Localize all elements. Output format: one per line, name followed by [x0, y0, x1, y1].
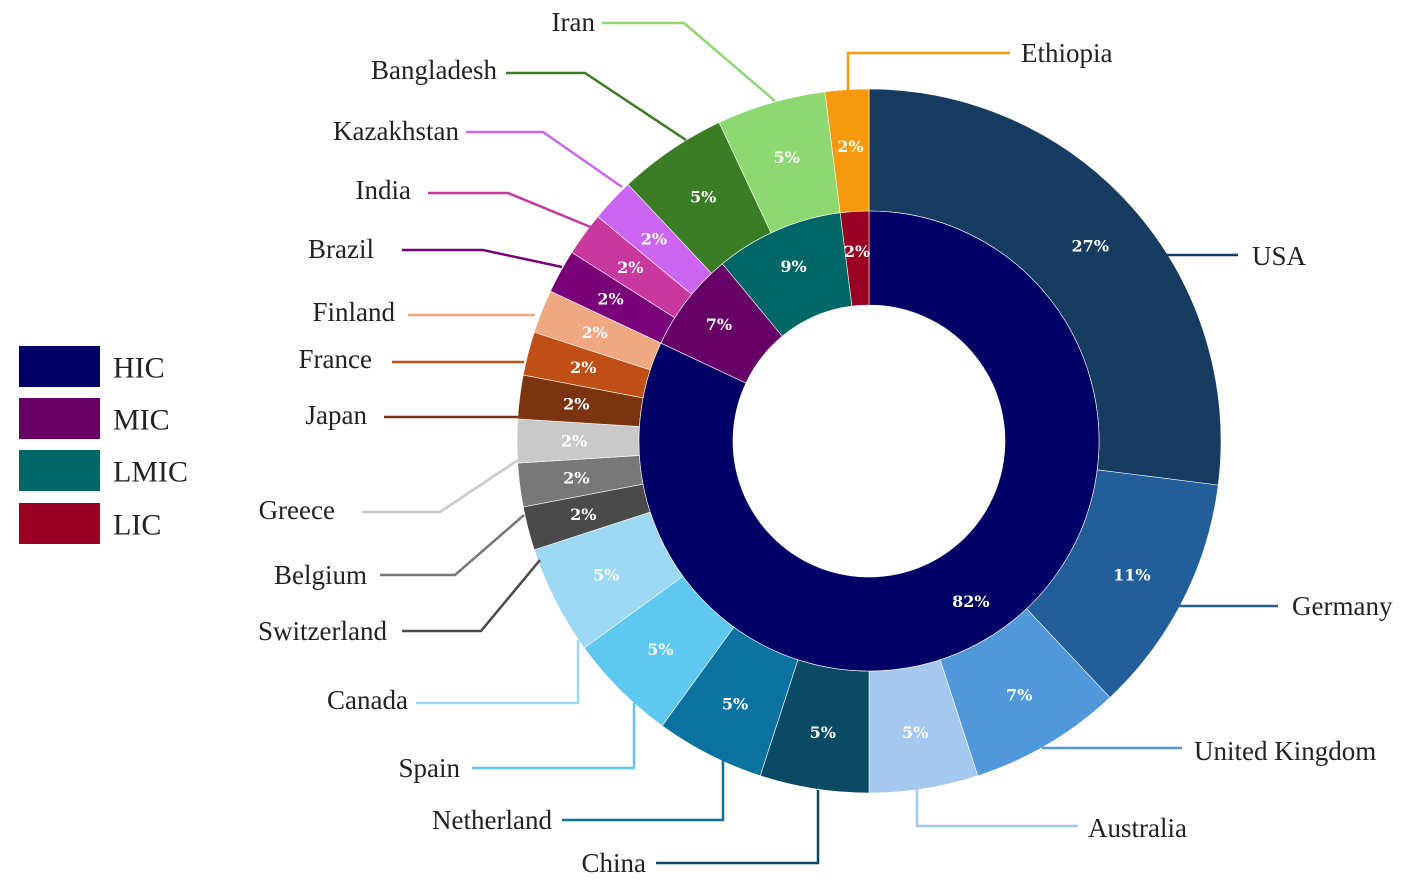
netherland-leader-line [562, 758, 725, 822]
outer-ring: 27% 11% 7% 5% 5% 5% 5% 5% 2% 2% 2% 2% 2% 2% 2% 2% 2% 5% 5%… [516, 88, 1222, 794]
inner-ring: 82% 7% 9% 2% [638, 210, 1100, 672]
legend-swatch-lic [19, 503, 100, 544]
ethiopia-leader-line [846, 51, 1010, 90]
outer-india-percent-label: 2% [617, 258, 643, 277]
legend-label-lic: LIC [113, 509, 161, 542]
outer-switzerland-percent-label: 2% [570, 505, 596, 524]
brazil-label: Brazil [308, 234, 374, 264]
spain-label: Spain [398, 753, 460, 783]
ethiopia-label: Ethiopia [1021, 38, 1112, 68]
japan-label: Japan [306, 400, 368, 430]
france-label: France [299, 344, 372, 374]
usa-label: USA [1252, 241, 1307, 271]
united-kingdom-label: United Kingdom [1194, 736, 1376, 766]
outer-germany-percent-label: 11% [1113, 565, 1150, 584]
india-leader-line [428, 191, 594, 230]
greece-label: Greece [259, 495, 335, 525]
leader-lines [362, 21, 1278, 865]
germany-label: Germany [1292, 591, 1393, 621]
legend-swatch-mic [19, 398, 100, 439]
outer-belgium-percent-label: 2% [563, 468, 589, 487]
legend-label-mic: MIC [113, 404, 170, 437]
outer-finland-percent-label: 2% [582, 323, 608, 342]
outer-france-percent-label: 2% [570, 358, 596, 377]
legend-label-lmic: LMIC [113, 456, 188, 489]
switzerland-leader-line [402, 559, 541, 633]
country-labels: USA Germany United Kingdom Australia China Ne… [258, 7, 1393, 878]
brazil-leader-line [402, 248, 563, 269]
outer-brazil-percent-label: 2% [597, 289, 623, 308]
outer-bangladesh-percent-label: 5% [690, 188, 716, 207]
inner-lic-percent-label: 2% [844, 242, 870, 261]
inner-lic-slice [839, 210, 870, 307]
kazakhstan-label: Kazakhstan [333, 116, 459, 146]
outer-kazakhstan-percent-label: 2% [641, 230, 667, 249]
netherland-label: Netherland [432, 805, 552, 835]
outer-ethiopia-percent-label: 2% [837, 137, 863, 156]
belgium-leader-line [380, 514, 525, 577]
legend: HIC MIC LMIC LIC [19, 346, 188, 544]
outer-united-kingdom-percent-label: 7% [1006, 685, 1032, 704]
bangladesh-leader-line [506, 71, 687, 142]
outer-netherland-percent-label: 5% [722, 694, 748, 713]
outer-japan-percent-label: 2% [563, 395, 589, 414]
outer-usa-percent-label: 27% [1072, 236, 1109, 255]
australia-leader-line [915, 788, 1078, 828]
outer-greece-percent-label: 2% [561, 432, 587, 451]
canada-label: Canada [327, 685, 408, 715]
switzerland-label: Switzerland [258, 616, 387, 646]
inner-lmic-percent-label: 9% [780, 257, 806, 276]
legend-swatch-hic [19, 346, 100, 387]
legend-label-hic: HIC [113, 352, 165, 385]
australia-label: Australia [1088, 813, 1187, 843]
spain-leader-line [472, 703, 636, 770]
canada-leader-line [416, 640, 580, 705]
china-leader-line [656, 790, 820, 865]
outer-australia-percent-label: 5% [902, 723, 928, 742]
outer-canada-percent-label: 5% [593, 565, 619, 584]
kazakhstan-leader-line [466, 130, 623, 189]
outer-iran-percent-label: 5% [774, 148, 800, 167]
belgium-label: Belgium [274, 560, 367, 590]
inner-mic-percent-label: 7% [706, 315, 732, 334]
iran-leader-line [602, 21, 776, 102]
india-label: India [356, 175, 411, 205]
legend-swatch-lmic [19, 450, 100, 491]
inner-hic-slice [638, 210, 1100, 672]
iran-label: Iran [552, 7, 596, 37]
outer-china-percent-label: 5% [810, 723, 836, 742]
bangladesh-label: Bangladesh [371, 55, 497, 85]
china-label: China [582, 848, 647, 878]
inner-hic-percent-label: 82% [952, 592, 989, 611]
finland-label: Finland [312, 297, 395, 327]
outer-spain-percent-label: 5% [647, 640, 673, 659]
greece-leader-line [362, 458, 519, 514]
